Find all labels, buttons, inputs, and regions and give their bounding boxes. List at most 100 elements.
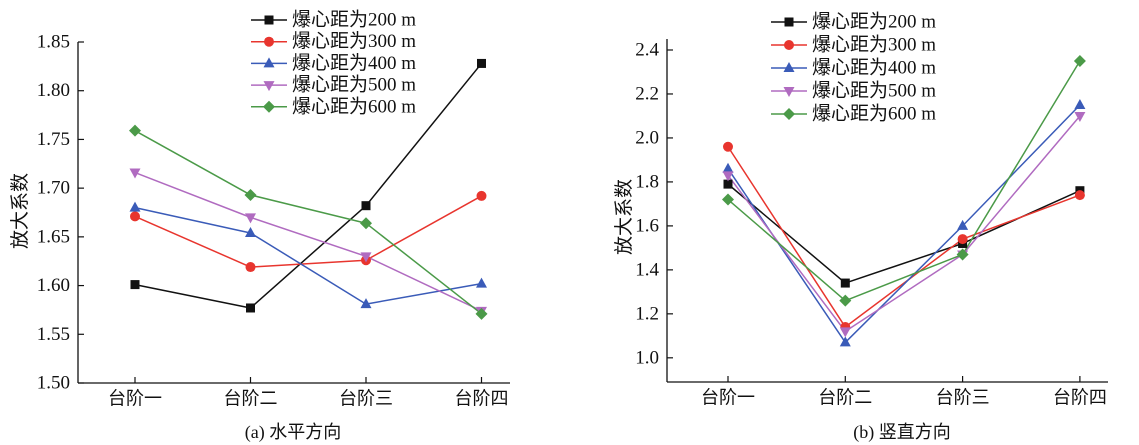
series-2-line [727,146,1081,328]
series-3-point [245,226,256,237]
x-tick-label: 台阶二 [818,388,872,409]
y-tick-label: 1.2 [635,303,659,324]
legend-item: 爆心距为500 m [251,74,416,96]
legend-label: 爆心距为600 m [812,103,936,125]
series-3-point [1074,98,1086,109]
legend-label: 爆心距为200 m [292,9,416,31]
series-2-point [723,141,733,152]
y-axis-label: 放大系数 [613,179,635,255]
series-5-point [244,188,257,201]
legend-label: 爆心距为300 m [812,34,936,56]
series-1-point [361,201,371,211]
legend-marker [784,17,794,27]
legend-item: 爆心距为400 m [251,52,416,74]
series-5-point [722,193,734,206]
y-tick-label: 1.0 [635,347,659,368]
y-tick-label: 1.85 [37,32,70,53]
x-tick-label: 台阶一 [108,389,162,410]
y-tick-label: 1.55 [37,324,70,345]
legend-label: 爆心距为400 m [292,52,416,74]
series-4-point [722,171,734,182]
series-3-point [722,162,734,173]
series-2-point [476,190,487,201]
y-tick-label: 1.6 [635,215,659,236]
chart-caption: (b) 竖直方向 [853,422,951,443]
series-3-point [957,219,969,230]
legend-item: 爆心距为300 m [771,34,936,56]
series-3-point [839,336,851,347]
legend-label: 爆心距为400 m [812,57,936,79]
legend-marker [263,81,275,92]
legend-marker [783,87,795,97]
series-5-line [727,60,1081,302]
series-1-point [130,280,140,290]
y-axis-label: 放大系数 [9,173,31,249]
series-1-point [723,179,733,189]
legend-label: 爆心距为500 m [292,74,416,96]
legend-item: 爆心距为200 m [251,9,416,31]
series-4-point [839,327,851,338]
series-5-line [134,130,482,315]
series-4-point [360,252,372,263]
series-1-point [840,278,850,288]
series-3-line [727,104,1081,344]
y-tick-label: 2.0 [635,127,659,148]
legend-label: 爆心距为200 m [812,11,936,33]
legend-marker [264,36,274,47]
legend-marker [263,57,275,68]
series-2-point [245,262,256,273]
y-tick-label: 1.70 [37,178,70,199]
series-4-point [1074,111,1086,122]
legend-marker [783,62,795,72]
x-tick-label: 台阶一 [701,388,755,409]
x-tick-label: 台阶四 [455,389,509,410]
chart-horizontal-direction: 1.50 1.55 1.60 1.65 1.70 1.75 1.80 1.85 台阶一 台阶二 台阶… [9,9,510,443]
legend-item: 爆心距为300 m [251,30,416,52]
chart-caption: (a) 水平方向 [245,422,341,443]
legend-item: 爆心距为600 m [771,103,936,125]
series-1-line [134,62,483,309]
legend-marker [264,15,274,25]
series-5-point [475,307,488,320]
series-5-point [1073,54,1086,67]
series-4-point [245,213,256,224]
legend-marker [263,100,275,113]
y-tick-label: 1.80 [37,80,70,101]
y-tick-label: 2.4 [635,39,659,60]
y-tick-label: 1.60 [37,275,70,296]
series-5-point [129,124,141,137]
legend-label: 爆心距为300 m [292,30,416,52]
series-3-line [134,206,482,305]
series-1-line [727,183,1081,284]
legend-item: 爆心距为600 m [251,95,416,117]
series-1-point [246,303,255,313]
series-5-point [956,248,969,261]
series-3-point [476,277,487,288]
series-4-line [727,115,1081,333]
legend-label: 爆心距为500 m [812,80,936,102]
series-3-point [360,298,372,309]
chart-vertical-direction: 1.0 1.2 1.4 1.6 1.8 2.0 2.2 2.4 台阶一 台阶二 台阶三 台阶四 爆心距为… [613,11,1108,443]
y-tick-label: 1.8 [635,171,659,192]
legend-item: 爆心距为500 m [771,80,936,102]
y-tick-label: 2.2 [635,83,659,104]
legend-item: 爆心距为400 m [771,57,936,79]
legend-marker [784,40,794,50]
series-4-point [129,168,141,179]
series-4-line [134,171,482,312]
y-tick-label: 1.50 [37,373,70,394]
legend-marker [783,108,795,120]
series-2-point [1074,190,1085,201]
series-5-point [839,294,852,307]
series-2-point [957,234,968,245]
series-1-point [477,58,486,68]
legend-label: 爆心距为600 m [292,95,416,117]
y-tick-label: 1.75 [37,129,70,150]
y-tick-label: 1.65 [37,226,70,247]
series-5-point [360,217,372,230]
x-tick-label: 台阶三 [936,388,990,409]
x-tick-label: 台阶四 [1053,388,1107,409]
